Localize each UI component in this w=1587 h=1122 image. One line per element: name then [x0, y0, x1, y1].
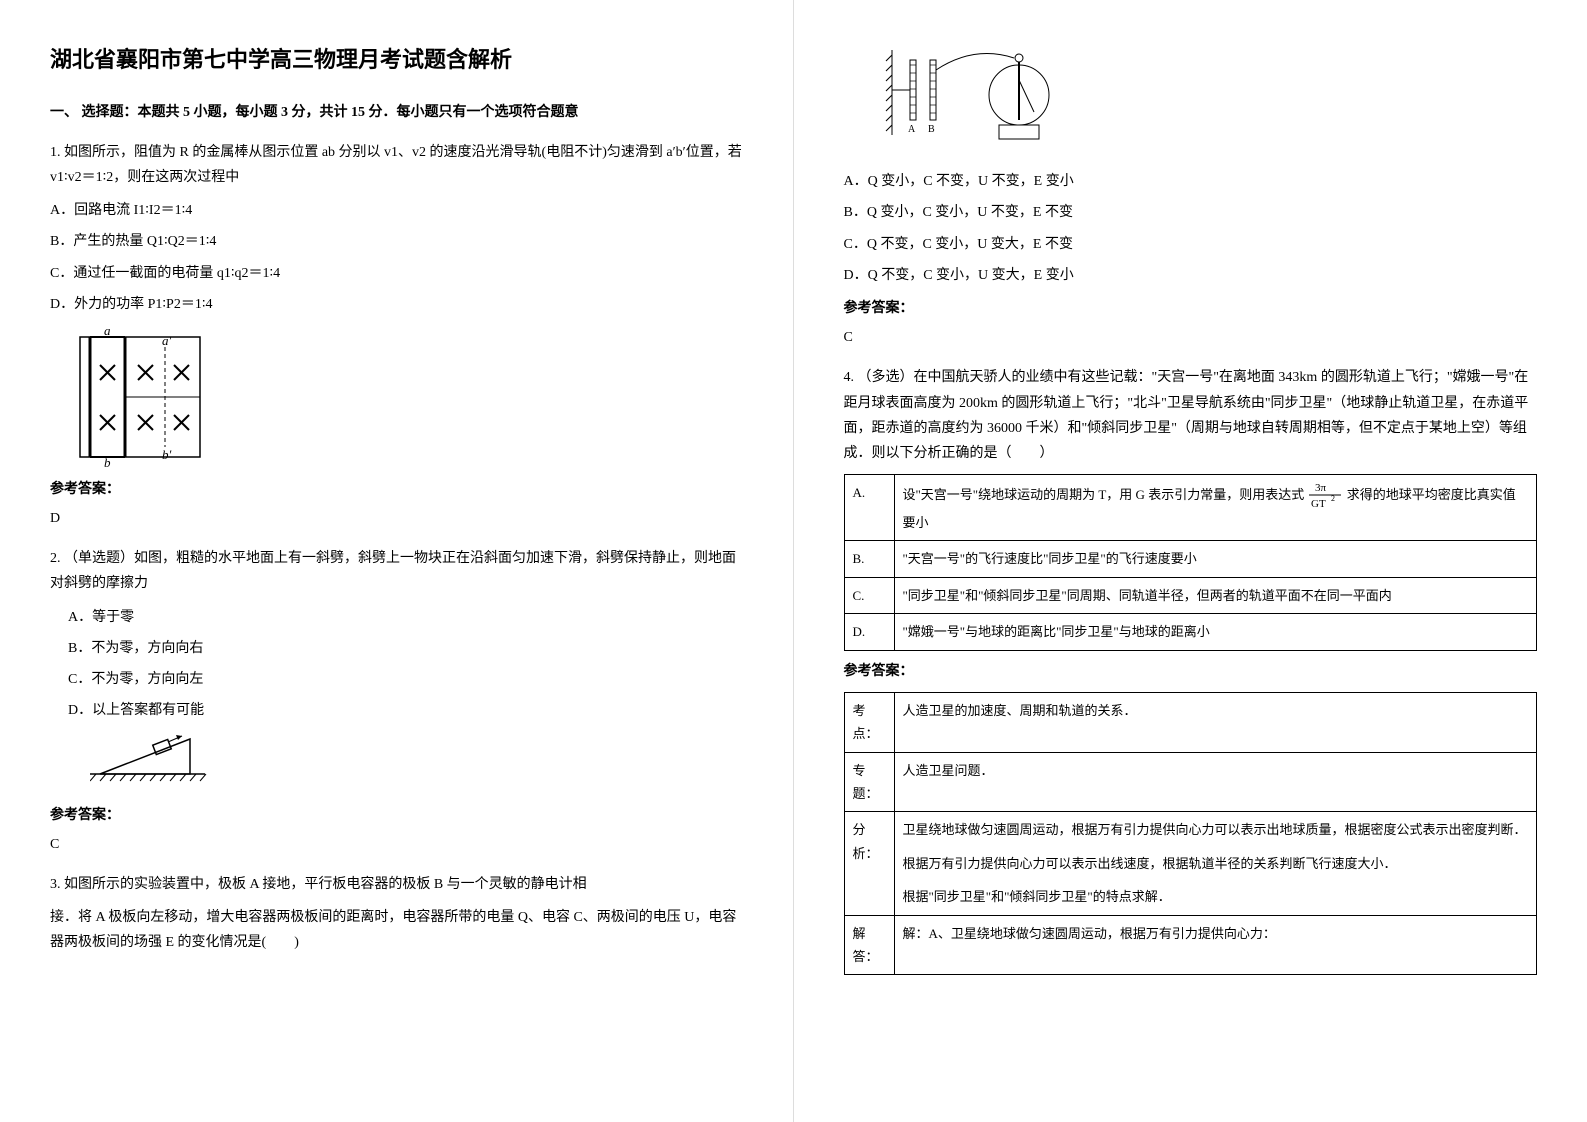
q4-options-table: A. 设"天宫一号"绕地球运动的周期为 T，用 G 表示引力常量，则用表达式 3…: [844, 474, 1538, 651]
answer-label: 参考答案：: [50, 477, 743, 502]
q2-option-a: A．等于零: [68, 605, 743, 630]
svg-text:b′: b′: [162, 447, 172, 462]
answer-label: 参考答案：: [50, 803, 743, 828]
q1-option-b: B．产生的热量 Q1∶Q2＝1∶4: [50, 229, 743, 254]
q2-option-c: C．不为零，方向向左: [68, 667, 743, 692]
fx-cell: 卫星绕地球做匀速圆周运动，根据万有引力提供向心力可以表示出地球质量，根据密度公式…: [894, 812, 1537, 915]
svg-text:a′: a′: [162, 333, 172, 348]
q2-option-b: B．不为零，方向向右: [68, 636, 743, 661]
q1-option-a: A．回路电流 I1∶I2＝1∶4: [50, 198, 743, 223]
opt-label-b: B.: [844, 541, 894, 577]
q3-answer: C: [844, 325, 1538, 350]
svg-text:a: a: [104, 327, 111, 338]
zt-cell: 人造卫星问题．: [894, 752, 1537, 812]
fx-label: 分析：: [844, 812, 894, 915]
q3-stem-p1: 3. 如图所示的实验装置中，极板 A 接地，平行板电容器的极板 B 与一个灵敏的…: [50, 872, 743, 897]
q2-stem: 2. （单选题）如图，粗糙的水平地面上有一斜劈，斜劈上一物块正在沿斜面匀加速下滑…: [50, 546, 743, 596]
q1-option-c: C．通过任一截面的电荷量 q1∶q2＝1∶4: [50, 261, 743, 286]
opt-c-cell: "同步卫星"和"倾斜同步卫星"同周期、同轨道半径，但两者的轨道平面不在同一平面内: [894, 577, 1537, 613]
opt-b-cell: "天宫一号"的飞行速度比"同步卫星"的飞行速度要小: [894, 541, 1537, 577]
jd-cell: 解：A、卫星绕地球做匀速圆周运动，根据万有引力提供向心力：: [894, 915, 1537, 975]
q4-stem: 4. （多选）在中国航天骄人的业绩中有这些记载："天宫一号"在离地面 343km…: [844, 365, 1538, 466]
zt-label: 专题：: [844, 752, 894, 812]
fx-p3: 根据"同步卫星"和"倾斜同步卫星"的特点求解．: [903, 885, 1529, 908]
svg-text:A: A: [908, 124, 916, 135]
q2-option-d: D．以上答案都有可能: [68, 698, 743, 723]
jd-label: 解答：: [844, 915, 894, 975]
right-column: A B A．Q 变小，C 不变，U 不变，E 变小 B．Q 变小，C 变小，U …: [794, 0, 1587, 1122]
answer-label: 参考答案：: [844, 659, 1538, 684]
question-3-part2: A．Q 变小，C 不变，U 不变，E 变小 B．Q 变小，C 变小，U 不变，E…: [844, 169, 1538, 350]
section-title: 一、 选择题：本题共 5 小题，每小题 3 分，共计 15 分．每小题只有一个选…: [50, 100, 743, 125]
q3-stem-p2: 接．将 A 极板向左移动，增大电容器两极板间的距离时，电容器所带的电量 Q、电容…: [50, 905, 743, 955]
opt-label-a: A.: [844, 475, 894, 541]
q3-option-a: A．Q 变小，C 不变，U 不变，E 变小: [844, 169, 1538, 194]
q1-answer: D: [50, 506, 743, 531]
left-column: 湖北省襄阳市第七中学高三物理月考试题含解析 一、 选择题：本题共 5 小题，每小…: [0, 0, 794, 1122]
opt-a-pre: 设"天宫一号"绕地球运动的周期为 T，用 G 表示引力常量，则用表达式: [903, 487, 1305, 502]
kd-cell: 人造卫星的加速度、周期和轨道的关系．: [894, 692, 1537, 752]
opt-a-cell: 设"天宫一号"绕地球运动的周期为 T，用 G 表示引力常量，则用表达式 3π G…: [894, 475, 1537, 541]
question-4: 4. （多选）在中国航天骄人的业绩中有这些记载："天宫一号"在离地面 343km…: [844, 365, 1538, 975]
svg-text:2: 2: [1331, 494, 1335, 503]
svg-text:3π: 3π: [1315, 482, 1327, 494]
q1-stem: 1. 如图所示，阻值为 R 的金属棒从图示位置 ab 分别以 v1、v2 的速度…: [50, 140, 743, 190]
q2-answer: C: [50, 832, 743, 857]
page-title: 湖北省襄阳市第七中学高三物理月考试题含解析: [50, 40, 743, 80]
q3-option-b: B．Q 变小，C 变小，U 不变，E 不变: [844, 200, 1538, 225]
capacitor-apparatus-icon: A B: [884, 40, 1074, 150]
q1-diagram: a a′ b b′: [70, 327, 743, 467]
q4-analysis-table: 考点： 人造卫星的加速度、周期和轨道的关系． 专题： 人造卫星问题． 分析： 卫…: [844, 692, 1538, 976]
opt-label-c: C.: [844, 577, 894, 613]
question-2: 2. （单选题）如图，粗糙的水平地面上有一斜劈，斜劈上一物块正在沿斜面匀加速下滑…: [50, 546, 743, 857]
opt-d-cell: "嫦娥一号"与地球的距离比"同步卫星"与地球的距离小: [894, 614, 1537, 650]
question-1: 1. 如图所示，阻值为 R 的金属棒从图示位置 ab 分别以 v1、v2 的速度…: [50, 140, 743, 532]
opt-label-d: D.: [844, 614, 894, 650]
q3-option-d: D．Q 不变，C 变小，U 变大，E 变小: [844, 263, 1538, 288]
question-3-part1: 3. 如图所示的实验装置中，极板 A 接地，平行板电容器的极板 B 与一个灵敏的…: [50, 872, 743, 956]
q1-option-d: D．外力的功率 P1∶P2＝1∶4: [50, 292, 743, 317]
q2-diagram: [90, 729, 743, 794]
rail-diagram-icon: a a′ b b′: [70, 327, 210, 467]
q3-option-c: C．Q 不变，C 变小，U 变大，E 不变: [844, 232, 1538, 257]
svg-text:b: b: [104, 455, 111, 467]
incline-diagram-icon: [90, 729, 210, 785]
formula-icon: 3π GT 2: [1307, 481, 1343, 511]
fx-p2: 根据万有引力提供向心力可以表示出线速度，根据轨道半径的关系判断飞行速度大小．: [903, 852, 1529, 875]
fx-p1: 卫星绕地球做匀速圆周运动，根据万有引力提供向心力可以表示出地球质量，根据密度公式…: [903, 818, 1529, 841]
svg-text:B: B: [928, 124, 935, 135]
answer-label: 参考答案：: [844, 296, 1538, 321]
svg-text:GT: GT: [1311, 498, 1326, 510]
q3-diagram: A B: [884, 40, 1538, 159]
kd-label: 考点：: [844, 692, 894, 752]
